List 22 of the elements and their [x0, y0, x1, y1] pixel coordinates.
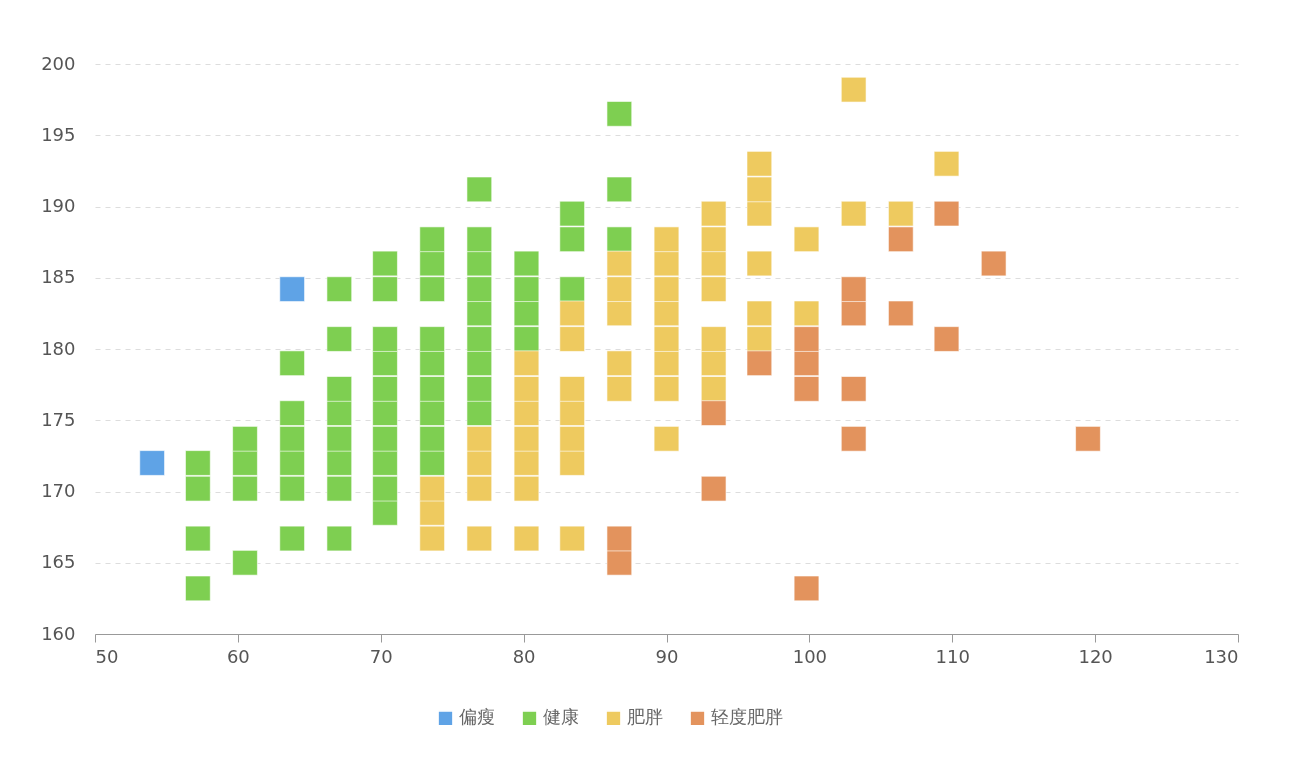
y-tick-label: 200: [41, 52, 76, 74]
x-tick-label: 80: [512, 645, 536, 667]
legend-label: 健康: [542, 706, 579, 728]
y-tick-label: 170: [41, 480, 76, 501]
y-tick-label: 185: [41, 266, 76, 288]
x-tick-label: 60: [226, 645, 250, 667]
y-tick-label: 160: [41, 622, 76, 644]
y-tick-label: 195: [41, 123, 76, 145]
x-tick-label: 90: [655, 645, 679, 667]
y-tick-label: 175: [41, 408, 76, 430]
x-tick-label: 100: [792, 645, 828, 667]
y-tick-label: 190: [41, 195, 76, 216]
x-tick-label: 70: [369, 645, 393, 667]
x-tick-label: 50: [95, 645, 119, 667]
y-tick-label: 165: [41, 551, 76, 573]
legend-label: 轻度肥胖: [710, 706, 783, 728]
x-tick-label: 120: [1078, 645, 1113, 667]
y-tick-label: 180: [41, 337, 76, 359]
legend-label: 偏瘦: [458, 706, 495, 728]
x-tick-label: 110: [935, 645, 970, 667]
legend-label: 肥胖: [626, 706, 663, 728]
x-tick-label: 130: [1204, 645, 1239, 667]
